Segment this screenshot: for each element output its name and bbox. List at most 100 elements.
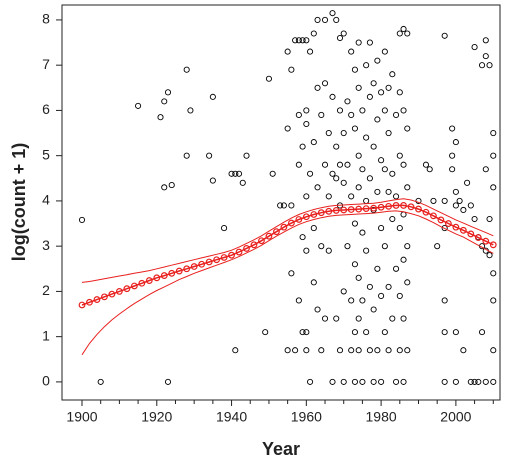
data-point xyxy=(400,107,407,114)
data-point xyxy=(235,170,243,177)
data-point xyxy=(359,378,366,385)
data-point xyxy=(314,16,321,23)
data-point xyxy=(292,37,299,44)
data-point xyxy=(314,184,321,191)
data-point xyxy=(490,184,497,191)
data-point xyxy=(303,247,310,254)
data-point xyxy=(228,170,235,177)
data-point xyxy=(280,202,287,209)
data-point xyxy=(490,347,497,354)
data-point xyxy=(374,116,381,123)
data-point xyxy=(415,197,422,204)
data-point xyxy=(486,62,493,69)
data-point xyxy=(400,315,407,322)
data-point xyxy=(78,216,86,223)
fit-point xyxy=(153,274,161,282)
data-point xyxy=(299,329,306,336)
data-point xyxy=(355,315,362,322)
fit-point xyxy=(258,237,265,245)
data-point xyxy=(479,62,486,69)
fit-point xyxy=(445,220,452,227)
data-point xyxy=(381,243,388,250)
data-point xyxy=(344,98,351,105)
data-point xyxy=(471,44,478,51)
data-point xyxy=(441,329,448,336)
data-point xyxy=(385,283,392,290)
data-point xyxy=(284,48,291,55)
data-point xyxy=(378,89,385,96)
data-point xyxy=(486,252,493,259)
data-point xyxy=(374,347,381,354)
y-tick-label: 3 xyxy=(42,237,50,253)
data-point xyxy=(340,179,347,186)
data-point xyxy=(355,152,362,159)
fit-point xyxy=(422,208,430,216)
fit-point xyxy=(130,282,138,290)
confidence-band-lower xyxy=(81,210,494,356)
data-point xyxy=(385,188,392,195)
data-point xyxy=(490,152,497,159)
data-point xyxy=(363,62,370,69)
data-point xyxy=(374,188,381,195)
data-point xyxy=(441,378,448,385)
fit-point xyxy=(243,245,250,252)
data-point xyxy=(303,347,310,354)
data-point xyxy=(157,114,164,121)
x-tick-label: 1920 xyxy=(141,409,172,425)
y-tick-label: 2 xyxy=(42,282,50,298)
data-point xyxy=(441,297,448,304)
data-point xyxy=(471,378,478,385)
data-point xyxy=(389,170,396,177)
data-point xyxy=(307,48,314,55)
data-point xyxy=(366,93,373,100)
fit-point xyxy=(347,206,355,213)
data-point xyxy=(336,107,344,114)
data-point xyxy=(321,80,329,87)
y-tick-label: 0 xyxy=(42,373,50,389)
fit-point xyxy=(287,219,295,227)
data-point xyxy=(348,48,355,55)
data-point xyxy=(348,111,355,118)
data-point xyxy=(378,378,385,385)
data-point xyxy=(318,111,325,118)
data-point xyxy=(310,30,317,37)
data-point xyxy=(221,225,228,232)
data-point xyxy=(307,378,314,385)
data-point xyxy=(336,34,344,42)
fit-point xyxy=(250,241,258,249)
data-point xyxy=(351,378,358,385)
data-point xyxy=(404,347,411,354)
y-tick-label: 8 xyxy=(42,11,50,27)
x-tick-label: 1980 xyxy=(366,409,397,425)
plot-frame xyxy=(61,4,501,401)
data-point xyxy=(348,297,355,304)
fit-point xyxy=(160,272,168,279)
fit-point xyxy=(86,298,93,306)
data-point xyxy=(351,66,358,73)
data-point xyxy=(396,292,403,299)
data-point xyxy=(441,225,448,232)
data-point xyxy=(303,37,310,44)
data-point xyxy=(456,197,463,204)
x-axis-title: Year xyxy=(262,439,300,459)
fit-point xyxy=(467,230,475,238)
data-point xyxy=(482,378,489,385)
data-point xyxy=(366,283,373,290)
data-point xyxy=(303,107,310,114)
data-point xyxy=(321,16,329,23)
data-point xyxy=(393,265,400,272)
data-point xyxy=(475,378,482,385)
data-point xyxy=(348,193,355,200)
data-point xyxy=(396,225,403,232)
data-point xyxy=(400,161,407,168)
data-point xyxy=(351,261,358,268)
data-point xyxy=(265,75,272,82)
data-point xyxy=(336,161,344,168)
fit-point xyxy=(93,296,101,303)
data-point xyxy=(471,215,478,223)
fit-point xyxy=(168,269,176,277)
data-point xyxy=(310,279,317,286)
data-point xyxy=(348,347,355,354)
data-point xyxy=(288,202,295,209)
